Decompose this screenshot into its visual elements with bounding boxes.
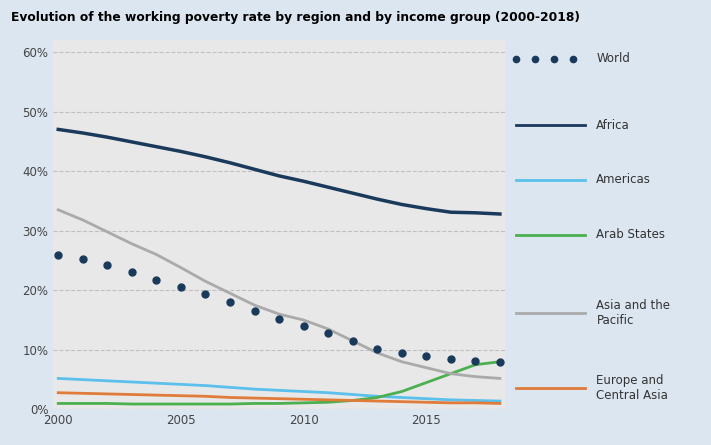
Text: Africa: Africa	[597, 119, 630, 132]
Text: Evolution of the working poverty rate by region and by income group (2000-2018): Evolution of the working poverty rate by…	[11, 11, 579, 24]
Text: World: World	[597, 52, 630, 65]
Text: Europe and
Central Asia: Europe and Central Asia	[597, 373, 668, 401]
Text: Arab States: Arab States	[597, 228, 665, 241]
Text: Asia and the
Pacific: Asia and the Pacific	[597, 299, 670, 327]
Text: Americas: Americas	[597, 174, 651, 186]
